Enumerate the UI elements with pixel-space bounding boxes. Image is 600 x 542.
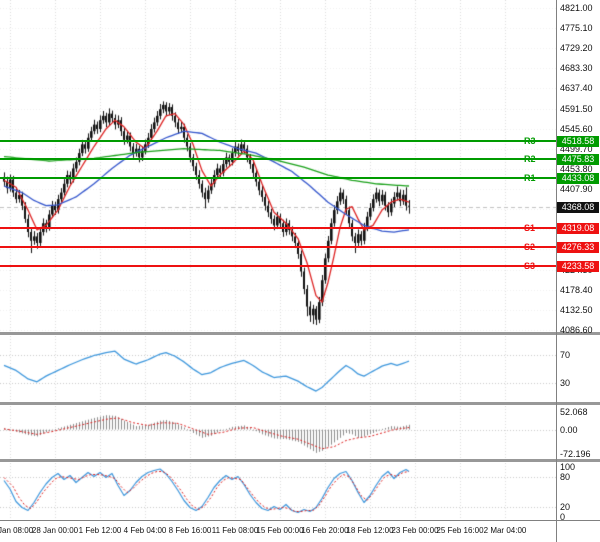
resistance-price-badge-r2: 4475.83 bbox=[557, 154, 599, 166]
time-axis-label: 4 Feb 04:00 bbox=[123, 526, 167, 535]
support-price-badge-s2: 4276.33 bbox=[557, 241, 599, 253]
price-axis-border bbox=[556, 0, 557, 542]
time-axis-label: 25 Jan 08:00 bbox=[0, 526, 34, 535]
main-price-pane-canvas[interactable] bbox=[0, 0, 556, 332]
resistance-line-r1[interactable] bbox=[0, 177, 556, 179]
resistance-price-badge-r1: 4433.08 bbox=[557, 173, 599, 185]
current-price-badge: 4368.08 bbox=[557, 201, 599, 213]
price-axis-label: 4591.50 bbox=[560, 103, 593, 114]
price-axis-label: 4086.60 bbox=[560, 324, 593, 335]
stochastic-axis-label: 80 bbox=[560, 471, 571, 482]
support-line-s2[interactable] bbox=[0, 246, 556, 248]
resistance-line-r3[interactable] bbox=[0, 140, 556, 142]
price-axis-label: 4637.40 bbox=[560, 83, 593, 94]
oscillator-axis-label: 70 bbox=[560, 349, 571, 360]
resistance-label-r1: R1 bbox=[524, 173, 536, 184]
price-axis-label: 4407.90 bbox=[560, 184, 593, 195]
resistance-line-r2[interactable] bbox=[0, 158, 556, 160]
stochastic-axis-label: 20 bbox=[560, 501, 571, 512]
price-axis-label: 4683.30 bbox=[560, 63, 593, 74]
pane-separator-1[interactable] bbox=[0, 332, 600, 335]
price-axis-label: 4545.60 bbox=[560, 123, 593, 134]
macd-axis-label: -72.196 bbox=[560, 449, 591, 460]
price-axis[interactable]: 4821.00 4775.10 4729.20 4683.30 4637.40 4591.… bbox=[556, 0, 600, 542]
resistance-label-r3: R3 bbox=[524, 135, 536, 146]
resistance-price-badge-r3: 4518.58 bbox=[557, 135, 599, 147]
price-axis-label: 4729.20 bbox=[560, 43, 593, 54]
time-axis-label: 2 Mar 04:00 bbox=[483, 526, 527, 535]
pane-separator-2[interactable] bbox=[0, 402, 600, 405]
time-axis-label: 8 Feb 16:00 bbox=[168, 526, 212, 535]
support-line-s1[interactable] bbox=[0, 227, 556, 229]
time-axis-label: 23 Feb 00:00 bbox=[391, 526, 439, 535]
price-axis-label: 4775.10 bbox=[560, 23, 593, 34]
price-axis-label: 4453.80 bbox=[560, 163, 593, 174]
stochastic-axis-label: 0 bbox=[560, 511, 566, 522]
stochastic-axis-label: 100 bbox=[560, 461, 576, 472]
price-axis-label: 4821.00 bbox=[560, 2, 593, 13]
time-axis-label: 25 Feb 16:00 bbox=[436, 526, 484, 535]
time-axis-label: 16 Feb 20:00 bbox=[301, 526, 349, 535]
time-axis-label: 1 Feb 12:00 bbox=[78, 526, 122, 535]
time-axis-label: 11 Feb 08:00 bbox=[211, 526, 259, 535]
pane-separator-3[interactable] bbox=[0, 459, 600, 462]
price-axis-label: 4132.50 bbox=[560, 304, 593, 315]
oscillator-axis-label: 30 bbox=[560, 378, 571, 389]
time-axis-border bbox=[0, 520, 600, 521]
stochastic-pane-canvas[interactable] bbox=[0, 463, 556, 520]
support-price-badge-s3: 4233.58 bbox=[557, 260, 599, 272]
price-axis-label: 4499.70 bbox=[560, 143, 593, 154]
macd-pane-canvas[interactable] bbox=[0, 406, 556, 459]
macd-axis-label: 0.00 bbox=[560, 424, 578, 435]
support-label-s1: S1 bbox=[524, 223, 536, 234]
support-line-s3[interactable] bbox=[0, 265, 556, 267]
resistance-label-r2: R2 bbox=[524, 154, 536, 165]
oscillator-pane-canvas[interactable] bbox=[0, 336, 556, 402]
time-axis-label: 18 Feb 12:00 bbox=[346, 526, 394, 535]
macd-axis-label: 52.068 bbox=[560, 406, 588, 417]
time-axis-label: 28 Jan 00:00 bbox=[31, 526, 79, 535]
support-label-s2: S2 bbox=[524, 241, 536, 252]
price-pane-overlays: R3 R2 R1 S1 S2 S3 bbox=[0, 135, 556, 271]
price-axis-label: 4178.40 bbox=[560, 284, 593, 295]
support-price-badge-s1: 4319.08 bbox=[557, 223, 599, 235]
time-axis-label: 15 Feb 00:00 bbox=[256, 526, 304, 535]
support-label-s3: S3 bbox=[524, 260, 536, 271]
